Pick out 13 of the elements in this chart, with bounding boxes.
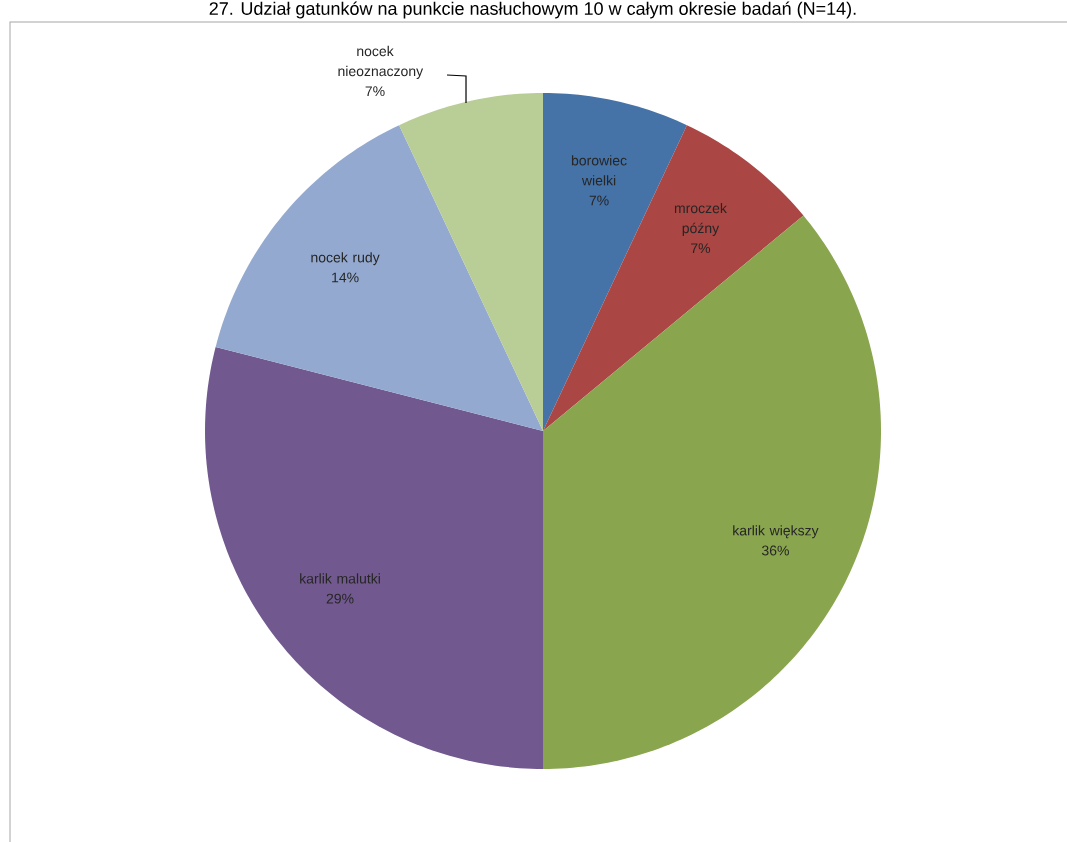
slice-label: karlik większy	[733, 525, 819, 539]
slice-label: mroczek późny	[674, 202, 727, 236]
slice-label: borowiec wielki	[571, 155, 627, 186]
data-label: 7%	[589, 195, 609, 206]
data-label: 36%	[761, 545, 789, 556]
data-label: 7%	[691, 243, 711, 254]
chart-title: 27. Udział gatunków na punkcie nasłuchowym 10 w całym okresie badań (N=14).	[209, 1, 856, 19]
data-label: 7%	[365, 86, 385, 97]
slice-label: nocek nieoznaczony	[338, 45, 424, 79]
slice-label: karlik malutki	[300, 573, 380, 584]
data-label: 14%	[332, 272, 359, 283]
data-label: 29%	[326, 593, 354, 604]
slice-label: nocek rudy	[311, 252, 380, 266]
